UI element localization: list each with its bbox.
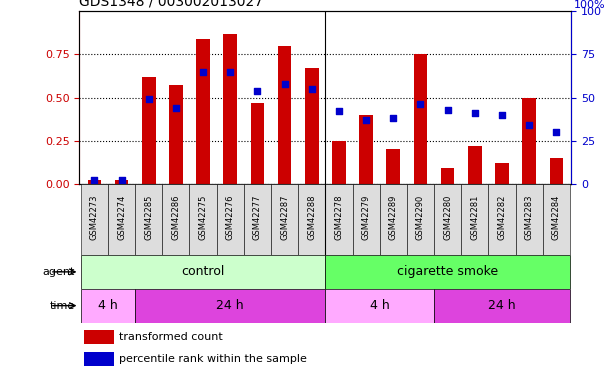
Text: GSM42283: GSM42283 <box>525 194 533 240</box>
Point <box>361 117 371 123</box>
Text: GSM42289: GSM42289 <box>389 194 398 240</box>
Bar <box>434 289 570 322</box>
Bar <box>353 184 379 255</box>
Text: 24 h: 24 h <box>216 299 244 312</box>
Text: 24 h: 24 h <box>488 299 516 312</box>
Bar <box>189 184 217 255</box>
Text: GSM42282: GSM42282 <box>497 194 507 240</box>
Point <box>307 86 316 92</box>
Bar <box>549 158 563 184</box>
Text: GSM42273: GSM42273 <box>90 194 99 240</box>
Bar <box>81 255 326 289</box>
Bar <box>81 184 108 255</box>
Bar <box>87 180 101 184</box>
Text: GSM42280: GSM42280 <box>443 194 452 240</box>
Bar <box>332 141 346 184</box>
Text: GSM42275: GSM42275 <box>199 194 208 240</box>
Text: GSM42288: GSM42288 <box>307 194 316 240</box>
Bar <box>468 146 481 184</box>
Point <box>117 177 126 183</box>
Point <box>497 112 507 118</box>
Bar <box>305 68 318 184</box>
Text: 4 h: 4 h <box>98 299 118 312</box>
Text: transformed count: transformed count <box>119 332 222 342</box>
Text: GSM42279: GSM42279 <box>362 194 371 240</box>
Bar <box>434 184 461 255</box>
Text: control: control <box>181 266 225 278</box>
Point <box>524 122 534 128</box>
Bar <box>379 184 407 255</box>
Bar <box>251 103 264 184</box>
Bar <box>326 255 570 289</box>
Bar <box>84 330 114 344</box>
Point <box>415 101 425 107</box>
Bar <box>387 149 400 184</box>
Text: cigarette smoke: cigarette smoke <box>397 266 498 278</box>
Bar <box>461 184 488 255</box>
Bar <box>326 184 353 255</box>
Text: agent: agent <box>42 267 75 277</box>
Bar <box>84 352 114 366</box>
Bar <box>142 77 156 184</box>
Bar <box>414 54 427 184</box>
Point <box>552 129 562 135</box>
Text: 4 h: 4 h <box>370 299 390 312</box>
Bar <box>108 184 135 255</box>
Bar <box>326 289 434 322</box>
Text: GSM42290: GSM42290 <box>416 194 425 240</box>
Bar <box>163 184 189 255</box>
Bar <box>81 289 135 322</box>
Text: 100%: 100% <box>574 0 606 9</box>
Bar <box>169 86 183 184</box>
Bar <box>278 46 291 184</box>
Bar <box>271 184 298 255</box>
Bar <box>298 184 326 255</box>
Bar <box>115 180 128 184</box>
Bar <box>407 184 434 255</box>
Text: GSM42281: GSM42281 <box>470 194 479 240</box>
Bar <box>488 184 516 255</box>
Text: percentile rank within the sample: percentile rank within the sample <box>119 354 307 364</box>
Point <box>198 69 208 75</box>
Point <box>443 106 453 112</box>
Text: GSM42284: GSM42284 <box>552 194 561 240</box>
Point <box>144 96 153 102</box>
Bar <box>135 184 163 255</box>
Point <box>225 69 235 75</box>
Text: GSM42277: GSM42277 <box>253 194 262 240</box>
Bar <box>224 34 237 184</box>
Text: GSM42276: GSM42276 <box>225 194 235 240</box>
Point <box>389 115 398 121</box>
Point <box>252 88 262 94</box>
Text: GSM42278: GSM42278 <box>334 194 343 240</box>
Point <box>171 105 181 111</box>
Bar <box>495 163 509 184</box>
Point <box>280 81 290 87</box>
Point <box>89 177 99 183</box>
Bar <box>359 115 373 184</box>
Point <box>470 110 480 116</box>
Bar <box>135 289 326 322</box>
Text: GSM42287: GSM42287 <box>280 194 289 240</box>
Bar <box>441 168 455 184</box>
Bar <box>217 184 244 255</box>
Text: GSM42285: GSM42285 <box>144 194 153 240</box>
Text: time: time <box>49 301 75 310</box>
Text: GSM42286: GSM42286 <box>172 194 180 240</box>
Bar <box>522 98 536 184</box>
Bar <box>543 184 570 255</box>
Bar <box>196 39 210 184</box>
Bar <box>244 184 271 255</box>
Text: GDS1348 / 003002013027: GDS1348 / 003002013027 <box>79 0 263 9</box>
Point <box>334 108 344 114</box>
Bar <box>516 184 543 255</box>
Text: GSM42274: GSM42274 <box>117 194 126 240</box>
